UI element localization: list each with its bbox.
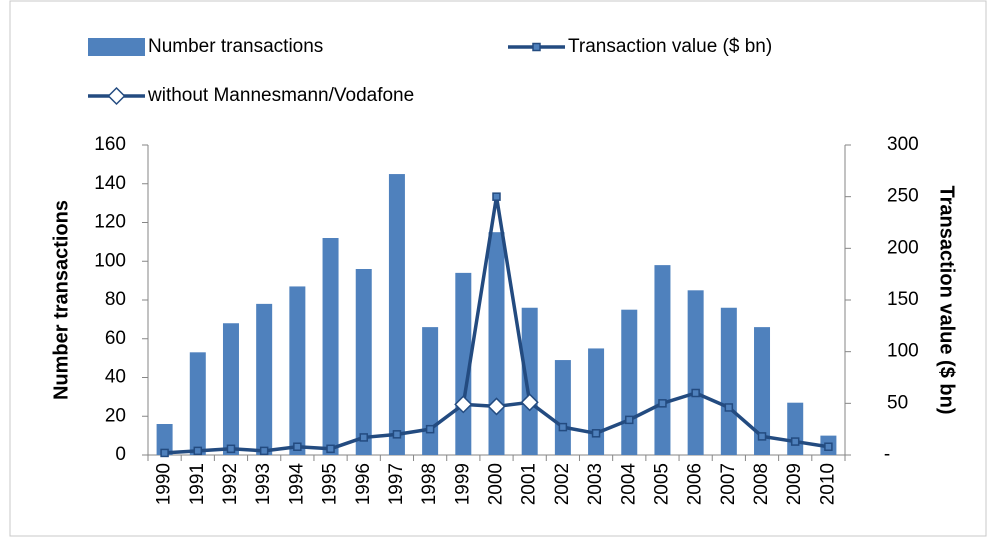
- x-tick-label: 1994: [286, 463, 307, 506]
- line-marker: [558, 422, 568, 432]
- x-tick-label: 2004: [618, 463, 639, 506]
- y-tick-label: 40: [105, 367, 126, 388]
- y2-tick-label: -: [884, 444, 890, 465]
- y-tick-label: 80: [105, 289, 126, 310]
- x-tick-label: 2001: [519, 463, 540, 505]
- bar: [787, 402, 804, 455]
- y-tick-label: 100: [94, 250, 126, 271]
- bar: [588, 348, 605, 455]
- x-tick-label: 1991: [187, 463, 208, 505]
- x-tick-label: 2010: [817, 463, 838, 505]
- line-marker: [259, 446, 269, 456]
- line-marker: [226, 444, 236, 454]
- line-marker: [193, 446, 203, 456]
- line-marker: [392, 430, 402, 439]
- y-axis-title: Number transactions: [50, 200, 72, 400]
- y2-tick-label: 50: [887, 392, 908, 413]
- line-marker: [658, 399, 667, 408]
- x-tick-label: 1993: [253, 463, 274, 505]
- x-tick-label: 1996: [353, 463, 374, 505]
- x-tick-label: 1997: [386, 463, 407, 505]
- y2-tick-label: 250: [887, 186, 919, 207]
- bar: [521, 307, 538, 455]
- bar: [322, 238, 339, 455]
- x-tick-label: 2005: [651, 463, 672, 505]
- line-marker: [824, 442, 833, 451]
- line-marker: [487, 397, 506, 416]
- frame: [9, 0, 987, 537]
- y-tick-label: 0: [115, 444, 126, 465]
- line-marker: [293, 442, 302, 451]
- x-tick-label: 2006: [685, 463, 706, 505]
- legend-label: Transaction value ($ bn): [568, 36, 772, 57]
- bar: [687, 290, 704, 455]
- x-tick-label: 1998: [419, 463, 440, 505]
- y2-tick-label: 300: [887, 134, 919, 155]
- legend-label: Number transactions: [148, 36, 323, 57]
- bar: [289, 286, 306, 455]
- y2-tick-label: 100: [887, 341, 919, 362]
- y-tick-label: 140: [94, 173, 126, 194]
- x-tick-label: 1990: [154, 463, 175, 505]
- x-tick-label: 1999: [452, 463, 473, 505]
- y-tick-label: 160: [94, 134, 126, 155]
- x-tick-label: 2000: [486, 463, 507, 505]
- line-marker: [625, 415, 634, 425]
- line-marker: [691, 388, 700, 398]
- bar: [554, 360, 571, 455]
- legend-swatch: [88, 38, 145, 56]
- line-marker: [532, 42, 541, 52]
- bar: [422, 327, 439, 455]
- x-tick-label: 2007: [718, 463, 739, 505]
- bar: [488, 232, 505, 455]
- line-marker: [492, 192, 501, 201]
- line-marker: [326, 444, 335, 454]
- bar: [621, 309, 638, 455]
- bar: [720, 307, 737, 455]
- line-marker: [454, 395, 473, 414]
- bar: [222, 323, 239, 455]
- line-marker: [107, 86, 126, 106]
- y2-tick-label: 150: [887, 289, 919, 310]
- line-marker: [160, 448, 169, 458]
- line-marker: [757, 432, 767, 441]
- legend-label: without Mannesmann/Vodafone: [147, 85, 414, 106]
- line-marker: [520, 393, 539, 412]
- bar: [156, 424, 173, 455]
- x-tick-label: 1992: [220, 463, 241, 505]
- y2-tick-label: 200: [887, 237, 919, 258]
- y-tick-label: 20: [105, 405, 126, 426]
- line-marker: [359, 433, 368, 442]
- y-tick-label: 60: [105, 328, 126, 349]
- bar: [754, 327, 771, 455]
- x-tick-label: 2002: [552, 463, 573, 505]
- bar: [189, 352, 206, 455]
- bar: [654, 265, 671, 455]
- y2-axis-title: Transaction value ($ bn): [936, 186, 958, 415]
- line-marker: [724, 403, 734, 412]
- y-tick-label: 120: [94, 212, 126, 233]
- line-marker: [790, 437, 800, 446]
- bar: [388, 174, 405, 455]
- x-tick-label: 2003: [585, 463, 606, 505]
- x-tick-label: 2008: [751, 463, 772, 505]
- bar: [355, 269, 372, 455]
- line-marker: [425, 424, 435, 434]
- x-tick-label: 1995: [320, 463, 341, 505]
- line-marker: [591, 429, 601, 438]
- x-tick-label: 2009: [784, 463, 805, 505]
- bar: [256, 303, 273, 455]
